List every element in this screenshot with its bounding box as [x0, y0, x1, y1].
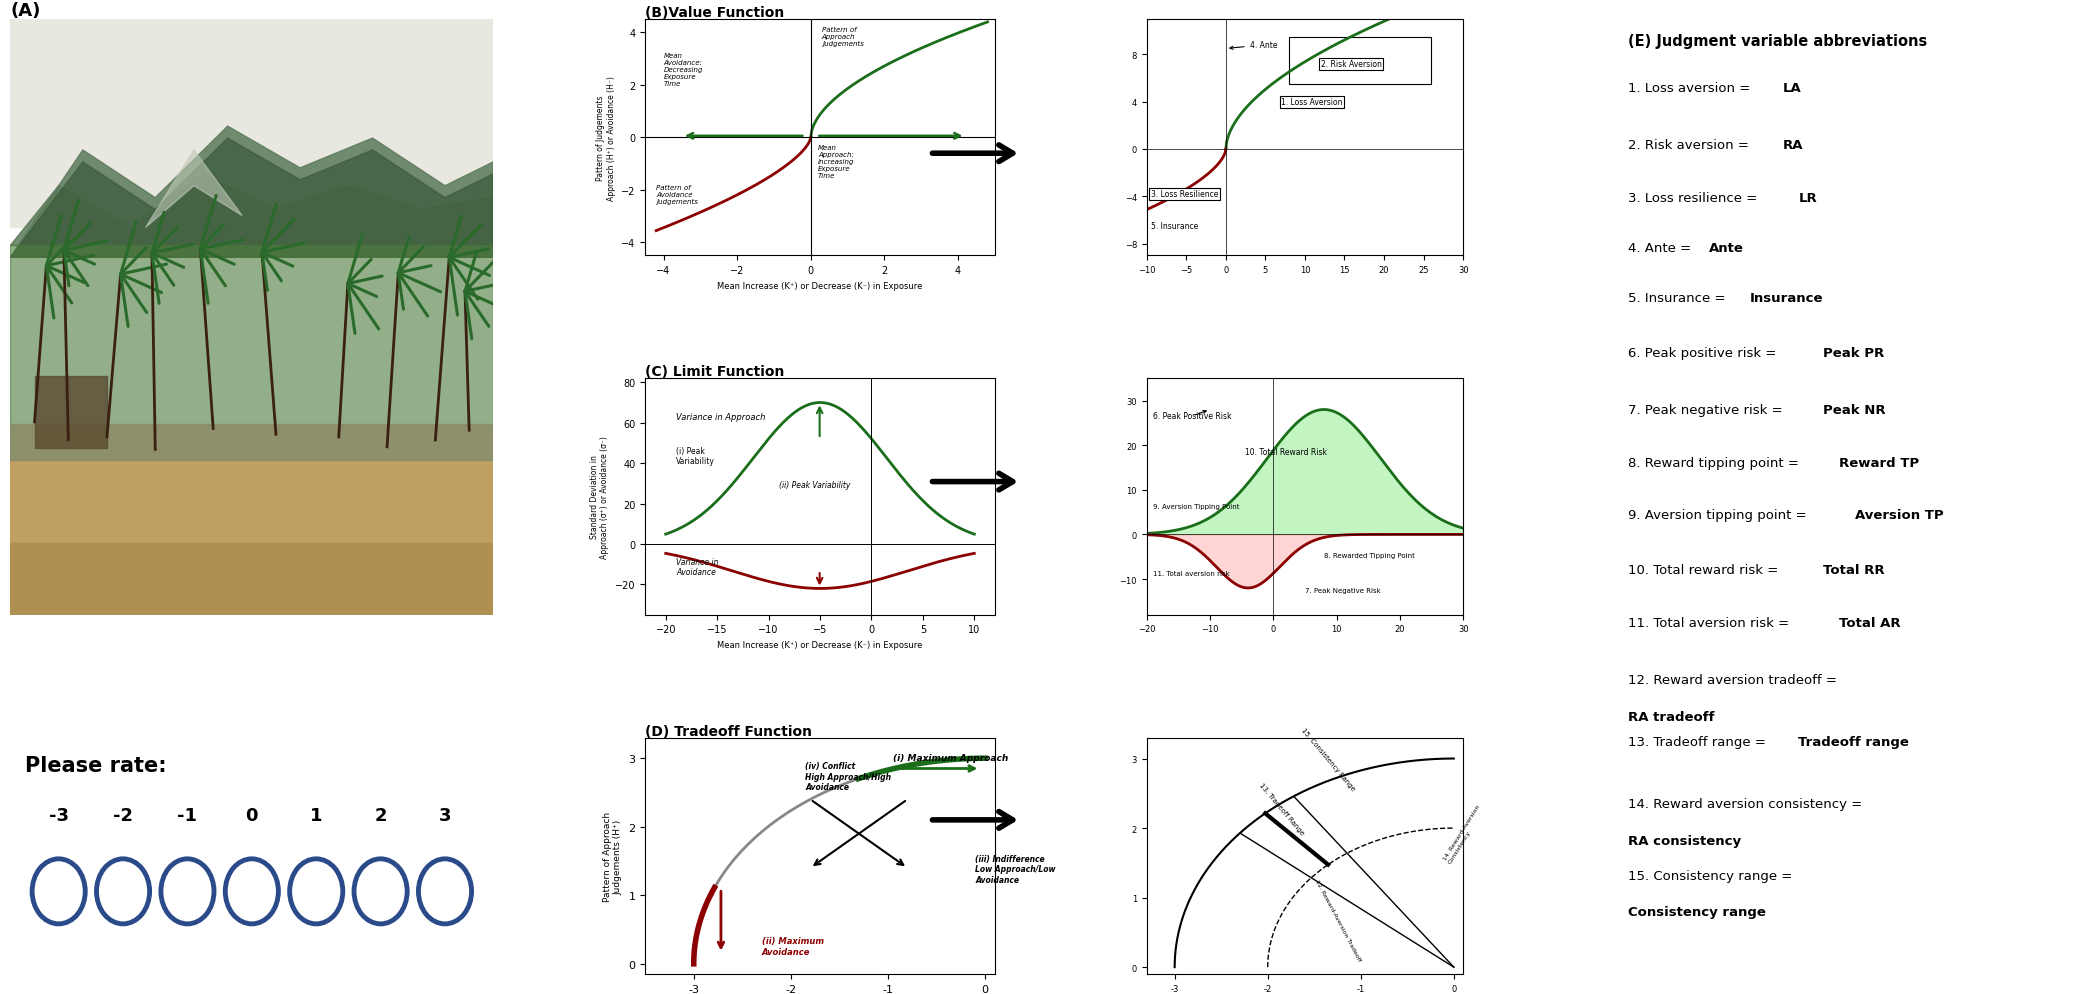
Bar — [10, 424, 494, 556]
Text: (i) Maximum Approach: (i) Maximum Approach — [892, 752, 1008, 761]
Text: Consistency range: Consistency range — [1629, 906, 1766, 918]
Text: 2. Risk aversion =: 2. Risk aversion = — [1629, 139, 1753, 152]
Bar — [10, 424, 494, 460]
Text: 1. Loss Aversion: 1. Loss Aversion — [1280, 98, 1343, 107]
Text: RA: RA — [1782, 139, 1803, 152]
Text: Pattern of
Approach
Judgements: Pattern of Approach Judgements — [822, 27, 863, 47]
Text: (ii) Maximum
Avoidance: (ii) Maximum Avoidance — [762, 936, 824, 955]
Text: 3. Loss resilience =: 3. Loss resilience = — [1629, 192, 1762, 205]
Text: 14. Reward aversion consistency =: 14. Reward aversion consistency = — [1629, 797, 1868, 810]
Text: -2: -2 — [112, 806, 133, 824]
Text: (iii) Indifference
Low Approach/Low
Avoidance: (iii) Indifference Low Approach/Low Avoi… — [975, 854, 1056, 884]
Y-axis label: Pattern of Judgements
Approach (H⁺) or Avoidance (H⁻): Pattern of Judgements Approach (H⁺) or A… — [596, 76, 616, 201]
Text: Variance in
Avoidance: Variance in Avoidance — [676, 558, 718, 577]
Text: 13. Tradeoff Range: 13. Tradeoff Range — [1257, 782, 1305, 836]
Text: RA consistency: RA consistency — [1629, 834, 1741, 847]
Text: 11. Total aversion risk: 11. Total aversion risk — [1154, 570, 1230, 576]
Text: Peak NR: Peak NR — [1822, 404, 1886, 416]
Y-axis label: Pattern of Approach
Judgements (H⁺): Pattern of Approach Judgements (H⁺) — [604, 811, 622, 901]
Bar — [10, 20, 494, 229]
Text: 3: 3 — [438, 806, 450, 824]
Text: 9. Aversion tipping point =: 9. Aversion tipping point = — [1629, 509, 1811, 522]
Text: 13. Tradeoff range =: 13. Tradeoff range = — [1629, 736, 1770, 748]
Text: Reward TP: Reward TP — [1838, 457, 1919, 470]
Text: 0: 0 — [245, 806, 257, 824]
Polygon shape — [145, 151, 243, 229]
Text: -3: -3 — [48, 806, 68, 824]
Text: 7. Peak negative risk =: 7. Peak negative risk = — [1629, 404, 1787, 416]
Polygon shape — [10, 127, 494, 258]
X-axis label: Mean Increase (K⁺) or Decrease (K⁻) in Exposure: Mean Increase (K⁺) or Decrease (K⁻) in E… — [718, 640, 923, 649]
Text: 5. Insurance =: 5. Insurance = — [1629, 292, 1731, 305]
Bar — [35, 377, 108, 448]
Text: LR: LR — [1799, 192, 1818, 205]
Text: Total RR: Total RR — [1822, 564, 1884, 577]
Text: (E) Judgment variable abbreviations: (E) Judgment variable abbreviations — [1629, 34, 1928, 49]
Text: 15. Consistency Range: 15. Consistency Range — [1301, 726, 1357, 791]
Text: 11. Total aversion risk =: 11. Total aversion risk = — [1629, 616, 1795, 629]
Text: 14. Reward-Aversion
Consistency: 14. Reward-Aversion Consistency — [1442, 804, 1486, 864]
Text: 4. Ante =: 4. Ante = — [1629, 242, 1695, 254]
Bar — [10, 247, 494, 448]
Text: 10. Total Reward Risk: 10. Total Reward Risk — [1245, 447, 1326, 456]
Text: 12. Reward-Aversion Tradeoff: 12. Reward-Aversion Tradeoff — [1313, 878, 1361, 961]
Text: (D) Tradeoff Function: (D) Tradeoff Function — [645, 724, 811, 738]
Text: 2: 2 — [374, 806, 386, 824]
Text: Tradeoff range: Tradeoff range — [1799, 736, 1909, 748]
Text: (A): (A) — [10, 2, 42, 20]
Text: 6. Peak Positive Risk: 6. Peak Positive Risk — [1154, 412, 1233, 421]
Text: Mean
Avoidance:
Decreasing
Exposure
Time: Mean Avoidance: Decreasing Exposure Time — [664, 53, 703, 86]
Text: 10. Total reward risk =: 10. Total reward risk = — [1629, 564, 1782, 577]
Text: 8. Reward tipping point =: 8. Reward tipping point = — [1629, 457, 1803, 470]
Text: Peak PR: Peak PR — [1822, 346, 1884, 359]
Text: -1: -1 — [178, 806, 197, 824]
Text: Aversion TP: Aversion TP — [1855, 509, 1944, 522]
Text: 4. Ante: 4. Ante — [1230, 42, 1276, 51]
Text: 7. Peak Negative Risk: 7. Peak Negative Risk — [1305, 587, 1380, 593]
Y-axis label: Standard Deviation in
Approach (σ⁺) or Avoidance (σ⁻): Standard Deviation in Approach (σ⁺) or A… — [589, 435, 610, 559]
Text: 15. Consistency range =: 15. Consistency range = — [1629, 869, 1797, 882]
Text: Mean
Approach:
Increasing
Exposure
Time: Mean Approach: Increasing Exposure Time — [818, 144, 855, 178]
Text: 2. Risk Aversion: 2. Risk Aversion — [1322, 61, 1382, 70]
Text: Ante: Ante — [1710, 242, 1745, 254]
Text: Pattern of
Avoidance
Judgements: Pattern of Avoidance Judgements — [656, 185, 697, 205]
Text: 3. Loss Resilience: 3. Loss Resilience — [1152, 190, 1218, 199]
Text: (B)Value Function: (B)Value Function — [645, 6, 784, 20]
Text: 1. Loss aversion =: 1. Loss aversion = — [1629, 82, 1755, 94]
Text: LA: LA — [1782, 82, 1801, 94]
Text: (ii) Peak Variability: (ii) Peak Variability — [778, 481, 851, 490]
Polygon shape — [10, 175, 494, 247]
Text: 5. Insurance: 5. Insurance — [1152, 222, 1197, 231]
Text: 8. Rewarded Tipping Point: 8. Rewarded Tipping Point — [1324, 553, 1415, 559]
Polygon shape — [10, 139, 494, 258]
Text: (C) Limit Function: (C) Limit Function — [645, 365, 784, 379]
Bar — [10, 544, 494, 615]
Text: 1: 1 — [309, 806, 322, 824]
X-axis label: Mean Increase (K⁺) or Decrease (K⁻) in Exposure: Mean Increase (K⁺) or Decrease (K⁻) in E… — [718, 281, 923, 290]
Text: (iv) Conflict
High Approach/High
Avoidance: (iv) Conflict High Approach/High Avoidan… — [805, 761, 892, 791]
Text: Variance in Approach: Variance in Approach — [676, 413, 766, 421]
Text: 9. Aversion Tipping Point: 9. Aversion Tipping Point — [1154, 503, 1239, 509]
Text: RA tradeoff: RA tradeoff — [1629, 710, 1716, 723]
Text: 12. Reward aversion tradeoff =: 12. Reward aversion tradeoff = — [1629, 674, 1843, 687]
Text: Please rate:: Please rate: — [25, 755, 166, 775]
Text: Total AR: Total AR — [1838, 616, 1901, 629]
Text: Insurance: Insurance — [1749, 292, 1824, 305]
Text: 6. Peak positive risk =: 6. Peak positive risk = — [1629, 346, 1780, 359]
Text: (i) Peak
Variability: (i) Peak Variability — [676, 446, 716, 465]
